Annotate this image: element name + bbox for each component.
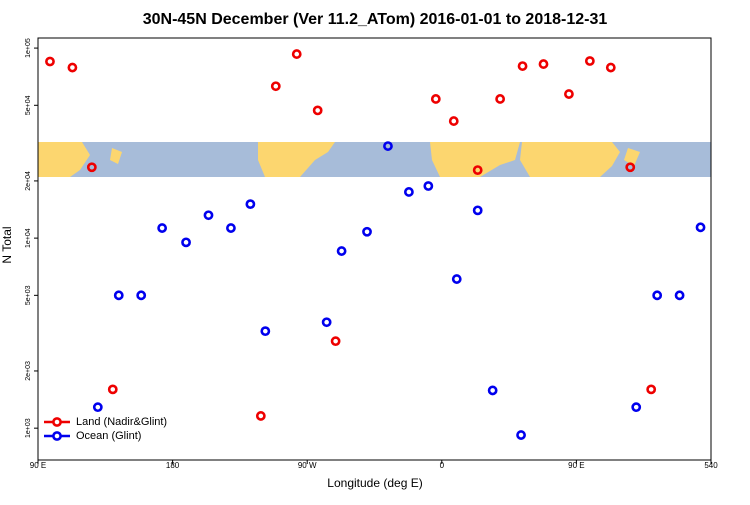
legend-label: Land (Nadir&Glint) [76,416,167,428]
legend-marker [52,417,62,427]
marker [45,56,55,67]
marker [646,384,657,395]
legend-label: Ocean (Glint) [76,430,141,442]
map-strip [38,142,711,177]
y-tick-label: 1e+04 [25,228,32,248]
y-tick-label: 2e+04 [25,171,32,191]
marker [652,290,663,301]
marker [383,141,393,151]
x-tick-label: 540 [704,461,718,470]
marker [107,384,118,395]
legend-marker [52,431,62,441]
marker [203,210,214,221]
marker [291,49,302,59]
marker [245,199,256,210]
marker [487,385,498,396]
marker [605,62,616,73]
marker [538,59,549,69]
marker [584,56,595,66]
marker [136,290,147,301]
marker [157,223,168,233]
marker [321,317,332,328]
marker [260,326,271,337]
marker [564,89,574,99]
marker [181,237,191,248]
marker [631,402,642,413]
marker [86,162,97,173]
x-tick-label: 0 [440,461,445,470]
marker [330,336,341,347]
marker [226,223,236,233]
marker [362,226,372,237]
y-tick-label: 5e+04 [25,95,32,115]
marker [517,61,528,71]
chart-title: 30N-45N December (Ver 11.2_ATom) 2016-01… [143,11,608,28]
marker [113,290,124,301]
marker [695,222,706,233]
x-tick-label: 180 [166,461,180,470]
marker [67,62,78,73]
marker [472,165,483,176]
marker [403,187,414,197]
y-tick-label: 2e+03 [25,361,32,381]
marker [625,162,636,173]
marker [430,94,441,104]
marker [472,205,483,216]
x-axis-label: Longitude (deg E) [327,476,422,490]
marker [495,94,506,104]
marker [255,411,266,421]
marker [423,181,434,191]
marker [448,116,459,126]
x-tick-label: 90 E [30,461,46,470]
y-tick-label: 1e+03 [25,418,32,438]
marker [674,290,685,301]
y-tick-label: 1e+05 [25,38,32,58]
x-tick-label: 90 E [568,461,584,470]
marker [270,81,281,92]
marker [516,430,526,440]
plot-frame [37,37,712,461]
marker [336,246,347,256]
y-tick-label: 5e+03 [25,285,32,305]
x-tick-label: 90 W [298,461,317,470]
marker [312,105,323,116]
y-axis-label: N Total [0,226,14,263]
marker [92,402,103,413]
marker [451,274,462,284]
